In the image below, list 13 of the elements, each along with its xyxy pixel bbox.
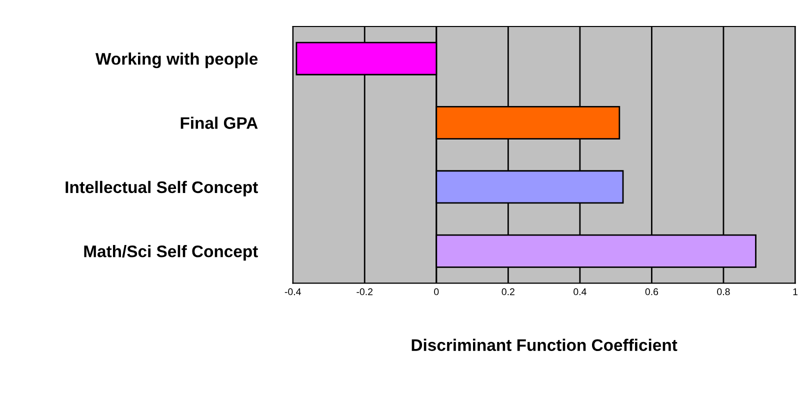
y-tick-label: Working with people [96,52,258,68]
x-tick-label: 0 [434,288,439,296]
x-tick-label: 0.2 [502,288,514,296]
x-axis-title: Discriminant Function Coefficient [412,338,678,352]
x-tick-label: 0.6 [645,288,658,296]
x-tick-label: 0.8 [717,288,730,296]
x-tick-label: 1 [793,288,798,296]
x-tick-label: -0.2 [356,288,373,296]
y-tick-label: Final GPA [180,116,258,129]
x-tick-label: -0.4 [284,288,301,296]
y-tick-label: Intellectual Self Concept [66,180,258,196]
y-tick-label: Math/Sci Self Concept [84,245,258,261]
x-tick-label: 0.4 [574,288,586,296]
